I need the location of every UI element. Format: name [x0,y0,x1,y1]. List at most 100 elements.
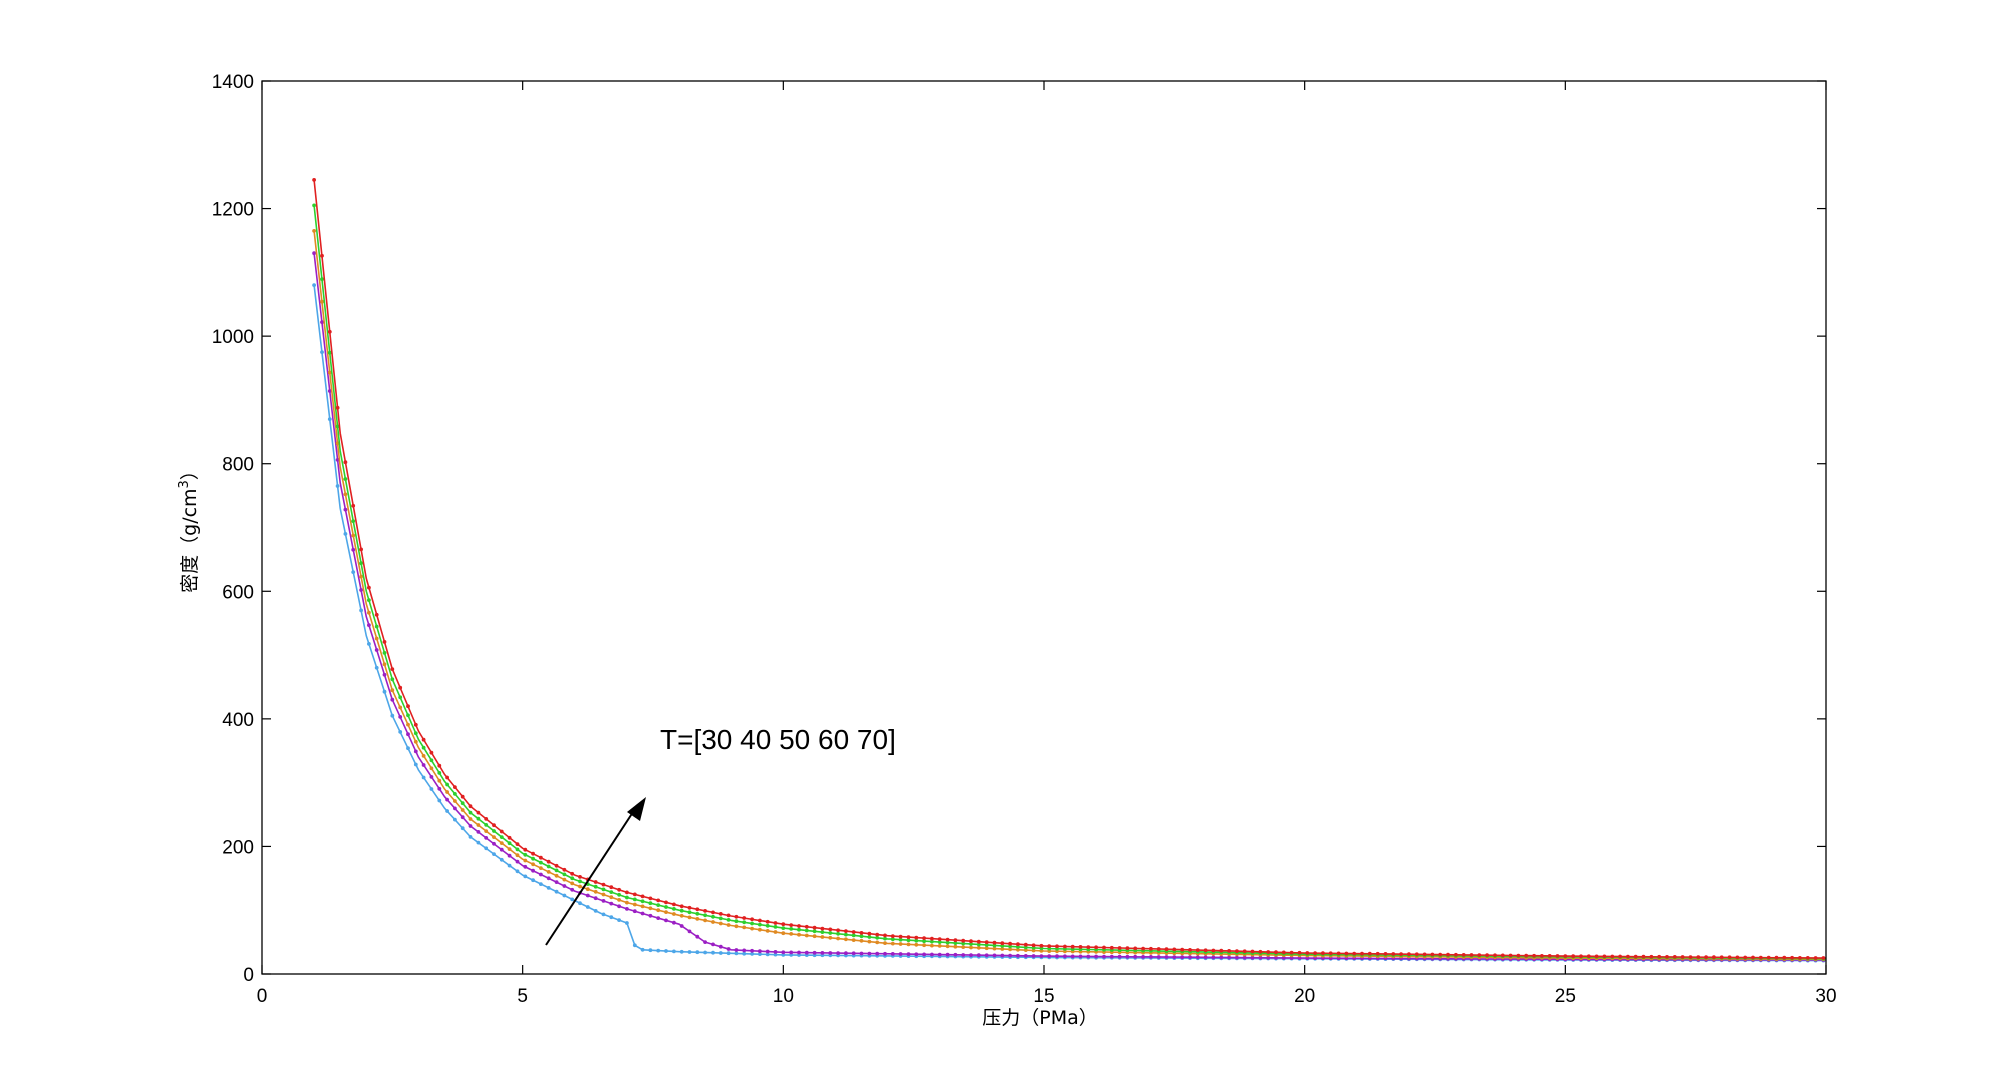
data-point [695,917,700,921]
data-point [445,782,449,787]
data-point [859,951,864,956]
data-point [382,672,387,677]
data-point [781,953,786,957]
data-point [335,484,340,488]
data-point [867,935,872,939]
series-layer [312,178,1827,963]
data-point [593,884,598,889]
data-point [1180,947,1185,952]
data-point [1133,946,1138,951]
data-point [718,921,723,926]
x-tick-label: 20 [1294,986,1315,1007]
data-point [406,722,410,727]
data-point [851,938,856,942]
data-point [1258,949,1263,954]
data-point [851,951,856,956]
data-point [359,547,363,552]
data-point [351,519,356,523]
data-point [1297,950,1302,955]
data-point [499,835,504,839]
data-point [687,929,692,934]
data-point [703,913,707,918]
data-point [930,936,934,941]
data-point [413,731,418,736]
series-2 [312,251,1827,962]
data-point [609,885,614,890]
data-point [578,901,582,906]
data-point [930,952,934,957]
data-point [359,561,363,566]
data-point [1782,955,1787,960]
data-point [890,937,895,942]
data-point [492,823,496,828]
data-point [453,785,457,789]
data-point [664,905,668,909]
data-point [1195,948,1200,952]
data-point [632,909,637,914]
data-point [672,920,676,925]
data-point [695,950,700,955]
data-point [703,950,707,955]
x-tick-label: 10 [773,986,794,1007]
data-point [656,903,661,907]
data-point [578,879,582,884]
data-point [789,932,794,936]
data-point [601,912,606,917]
data-point [312,251,316,256]
data-point [976,942,981,947]
data-point [1094,945,1098,950]
data-point [953,944,958,949]
data-point [875,951,880,956]
data-point [562,872,567,877]
data-point [976,939,981,944]
data-point [499,857,504,862]
data-point [460,808,465,812]
data-point [898,952,903,956]
data-point [672,907,676,911]
data-point [1102,954,1106,959]
data-point [382,662,387,667]
data-point [922,936,926,940]
data-point [507,841,512,846]
data-point [851,930,856,934]
data-point [1039,954,1044,958]
data-point [1540,954,1544,958]
data-point [1446,952,1450,957]
data-point [1235,955,1239,960]
data-point [1180,955,1185,960]
data-point [1274,950,1278,955]
data-point [539,882,543,886]
data-point [421,737,426,742]
data-point [398,695,403,700]
data-point [937,952,942,957]
data-point [351,503,356,508]
data-point [562,884,567,888]
data-point [445,775,449,780]
data-point [1774,955,1779,960]
data-point [726,923,731,927]
data-point [1289,956,1294,960]
data-point [398,685,403,690]
data-point [1602,954,1607,959]
data-point [1172,955,1177,959]
data-point [992,946,997,951]
data-point [531,856,535,861]
data-point [1391,952,1396,956]
data-point [1242,955,1247,960]
series-5 [312,178,1827,960]
data-point [664,949,668,953]
data-point [1094,954,1098,959]
data-point [844,929,848,933]
data-point [1219,955,1224,960]
data-point [382,689,387,694]
data-point [1297,956,1302,960]
data-point [390,697,395,702]
data-point [398,715,403,719]
data-point [617,904,621,909]
data-point [640,904,645,909]
data-point [734,948,739,952]
data-point [804,933,809,938]
data-point [1039,949,1044,953]
data-point [773,925,778,929]
data-point [711,914,715,919]
